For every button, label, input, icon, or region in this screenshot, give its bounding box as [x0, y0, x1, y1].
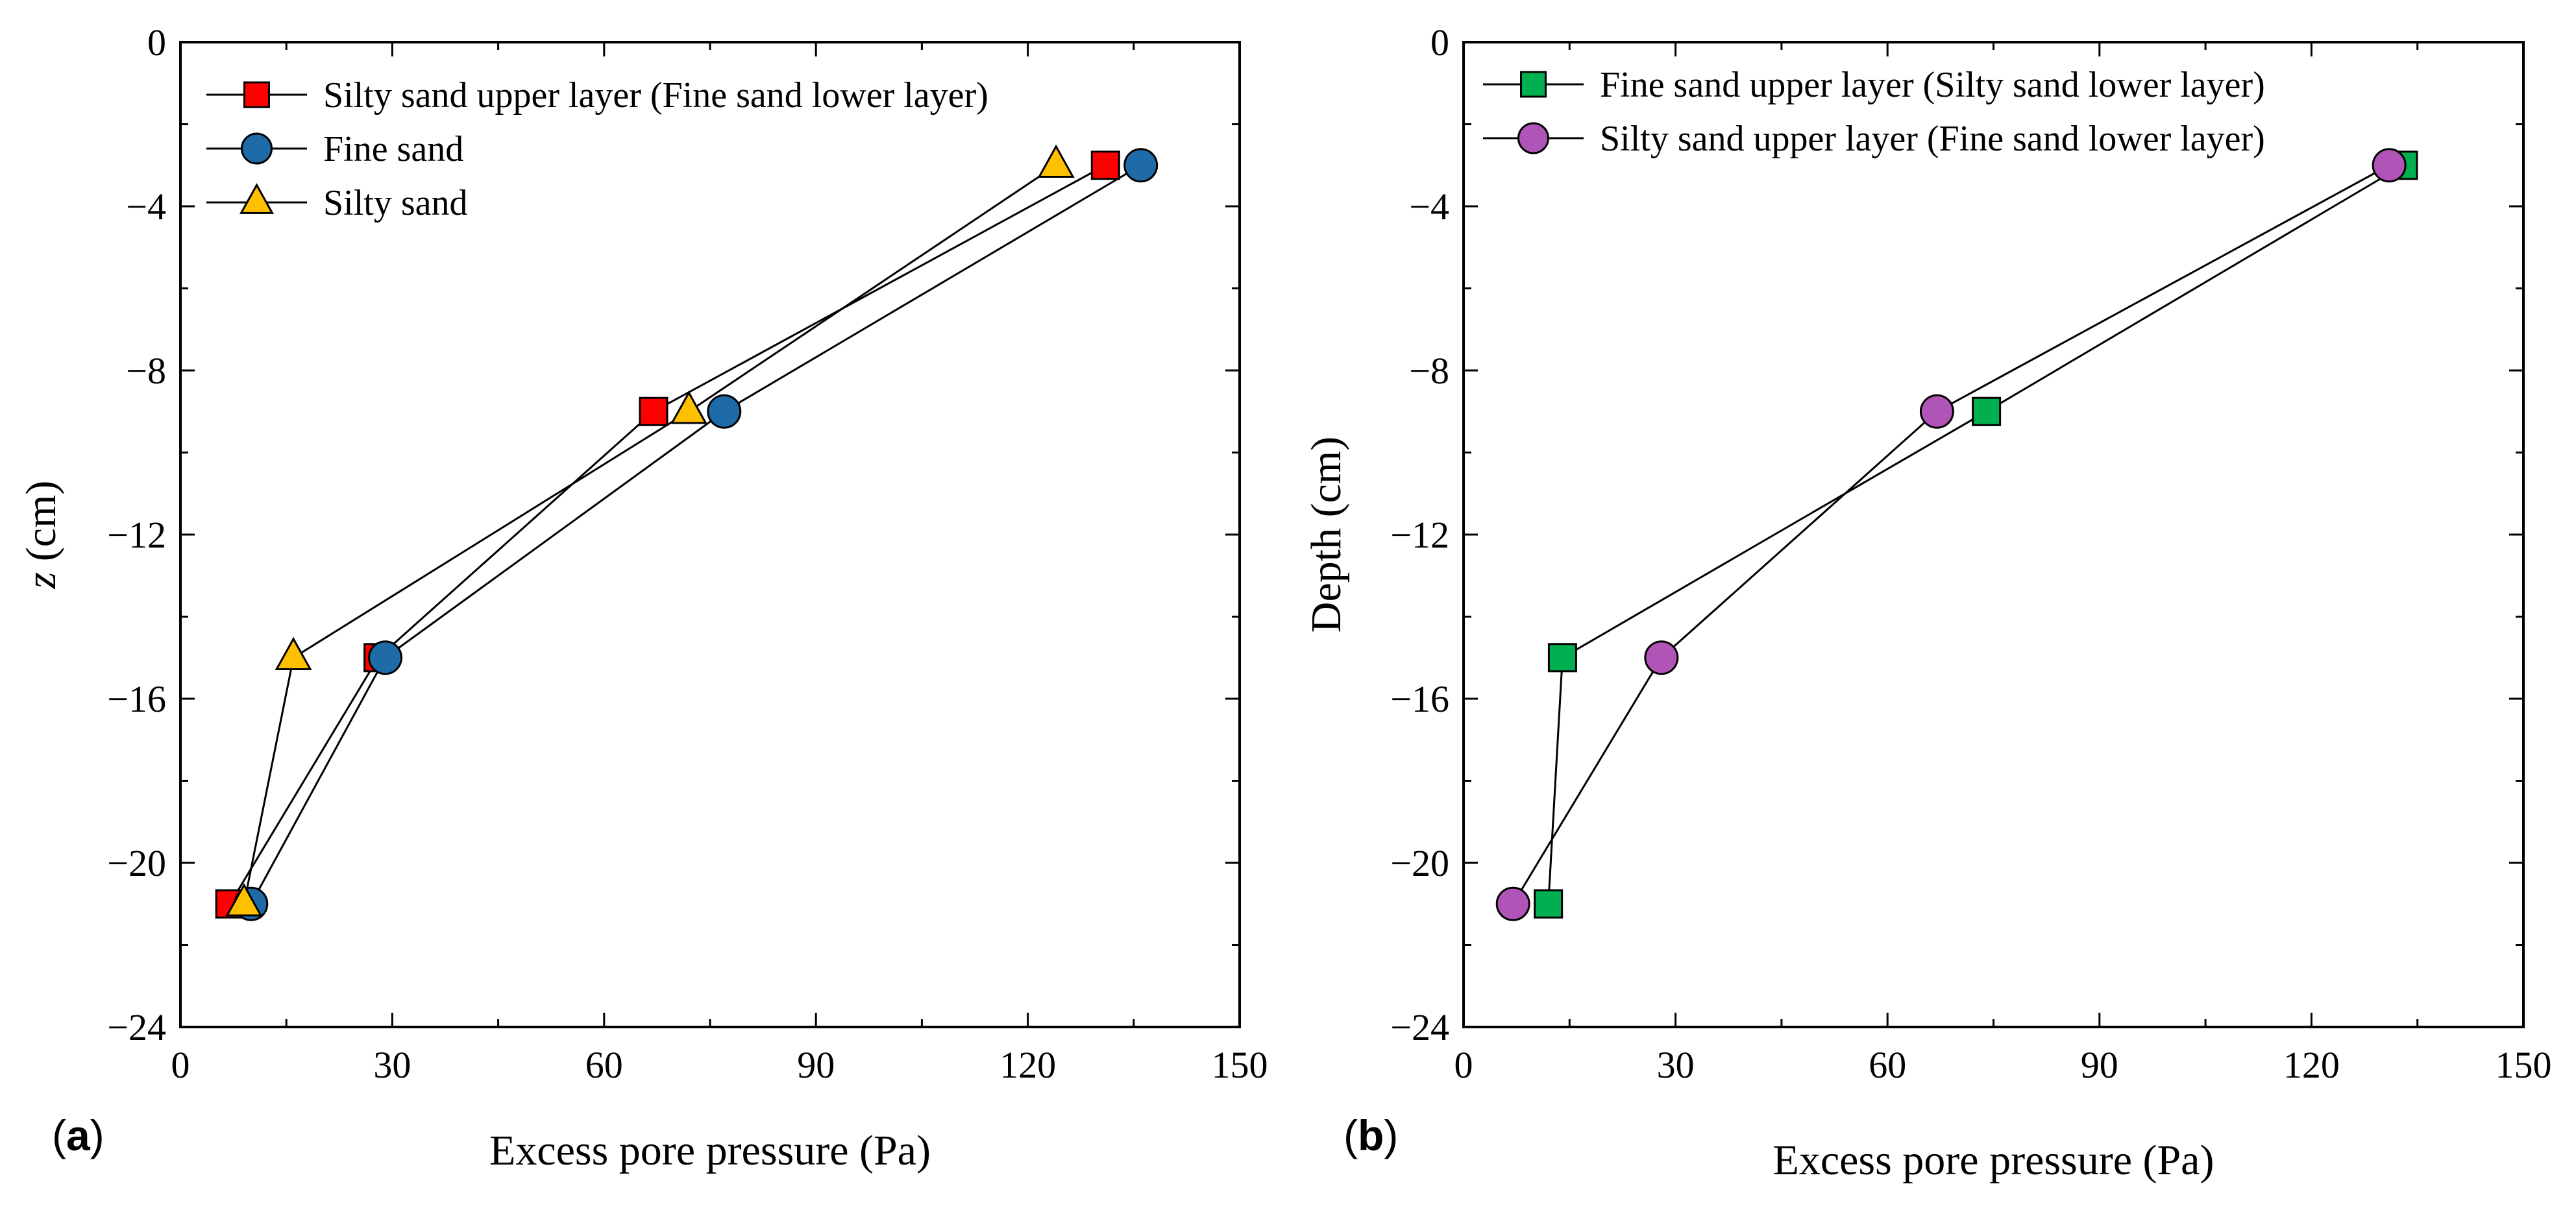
series-line — [250, 164, 1142, 904]
panel-label: (a) — [52, 1111, 104, 1159]
x-tick-label: 150 — [2496, 1044, 2552, 1086]
y-axis-title-symbol: z — [18, 572, 65, 590]
y-tick-label: −4 — [1409, 186, 1449, 228]
y-tick-label: −16 — [1390, 678, 1449, 720]
series-3 — [225, 144, 1075, 917]
data-point-triangle — [670, 391, 707, 424]
x-tick-label: 0 — [1454, 1044, 1473, 1086]
legend-label: Fine sand upper layer (Silty sand lower … — [1600, 65, 2265, 105]
data-point-triangle — [1037, 144, 1075, 178]
legend-label: Silty sand upper layer (Fine sand lower … — [323, 75, 988, 115]
data-point-triangle — [225, 883, 263, 917]
series-1 — [215, 151, 1120, 919]
legend: Fine sand upper layer (Silty sand lower … — [1483, 65, 2265, 159]
y-tick-label: −4 — [126, 186, 166, 228]
data-point-square — [1547, 643, 1577, 673]
legend-marker-square — [1520, 71, 1547, 98]
legend-label: Silty sand — [323, 183, 467, 223]
x-tick-label: 30 — [1657, 1044, 1695, 1086]
panel-b: 0 30 60 90 120 150 0 −4 −8 −12 −16 −20 −24 Excess por… — [1303, 21, 2552, 1184]
y-tick-label: −8 — [1409, 350, 1449, 392]
legend-marker-circle — [1517, 122, 1549, 154]
x-tick-label: 60 — [585, 1044, 623, 1086]
series-1 — [1534, 151, 2418, 919]
series-line — [1547, 164, 2404, 904]
data-point-triangle — [275, 636, 312, 671]
legend-item: Fine sand upper layer (Silty sand lower … — [1483, 65, 2265, 105]
legend: Silty sand upper layer (Fine sand lower … — [206, 75, 988, 223]
legend-item: Silty sand upper layer (Fine sand lower … — [206, 75, 988, 115]
series-line — [1512, 164, 2390, 905]
y-tick-label: −16 — [107, 678, 166, 720]
legend-label: Fine sand — [323, 129, 463, 169]
series-line — [243, 164, 1057, 904]
x-tick-label: 0 — [171, 1044, 190, 1086]
y-tick-label: −24 — [107, 1006, 166, 1048]
y-axis-title-unit: (cm) — [18, 481, 65, 572]
x-tick-label: 30 — [373, 1044, 411, 1086]
y-tick-label: 0 — [1430, 21, 1449, 64]
panel-label: (b) — [1343, 1111, 1398, 1159]
y-axis-title: z (cm) — [18, 481, 65, 590]
legend-label: Silty sand upper layer (Fine sand lower … — [1600, 119, 2265, 159]
legend-marker-square — [243, 81, 270, 108]
series-2 — [234, 148, 1159, 921]
y-tick-label: −12 — [107, 514, 166, 556]
data-point-circle — [368, 640, 403, 675]
x-tick-label: 90 — [2081, 1044, 2118, 1086]
legend-marker-triangle — [239, 183, 275, 214]
x-tick-label: 60 — [1869, 1044, 1906, 1086]
legend-marker-circle — [241, 132, 273, 165]
data-point-square — [1090, 151, 1120, 180]
y-tick-label: −24 — [1390, 1006, 1449, 1048]
x-axis-title: Excess pore pressure (Pa) — [1773, 1137, 2214, 1184]
x-tick-label: 150 — [1212, 1044, 1268, 1086]
x-tick-label: 90 — [797, 1044, 835, 1086]
data-point-circle — [1123, 148, 1159, 183]
data-point-circle — [1495, 886, 1530, 921]
data-point-square — [1972, 396, 2002, 426]
series-2 — [1495, 148, 2407, 921]
data-point-circle — [707, 394, 742, 429]
plot-frame — [1462, 41, 2525, 1028]
panel-a: 0 30 60 90 120 150 0 −4 −8 −12 −16 −20 −24 Excess por… — [18, 21, 1268, 1174]
y-tick-label: −12 — [1390, 514, 1449, 556]
legend-item: Fine sand — [206, 129, 463, 169]
data-point-circle — [1644, 640, 1679, 675]
y-tick-label: −20 — [1390, 842, 1449, 884]
data-point-square — [1534, 889, 1564, 919]
y-axis-title: Depth (cm) — [1303, 437, 1350, 633]
x-tick-label: 120 — [2283, 1044, 2340, 1086]
y-tick-label: −20 — [107, 842, 166, 884]
y-tick-label: −8 — [126, 350, 166, 392]
series-line — [228, 164, 1106, 905]
data-point-circle — [1919, 394, 1954, 429]
x-axis-title: Excess pore pressure (Pa) — [489, 1127, 931, 1174]
y-tick-label: 0 — [147, 21, 166, 64]
data-point-square — [639, 396, 669, 426]
legend-item: Silty sand — [206, 183, 467, 223]
x-tick-label: 120 — [1000, 1044, 1056, 1086]
legend-item: Silty sand upper layer (Fine sand lower … — [1483, 119, 2265, 159]
data-point-circle — [2372, 148, 2407, 183]
